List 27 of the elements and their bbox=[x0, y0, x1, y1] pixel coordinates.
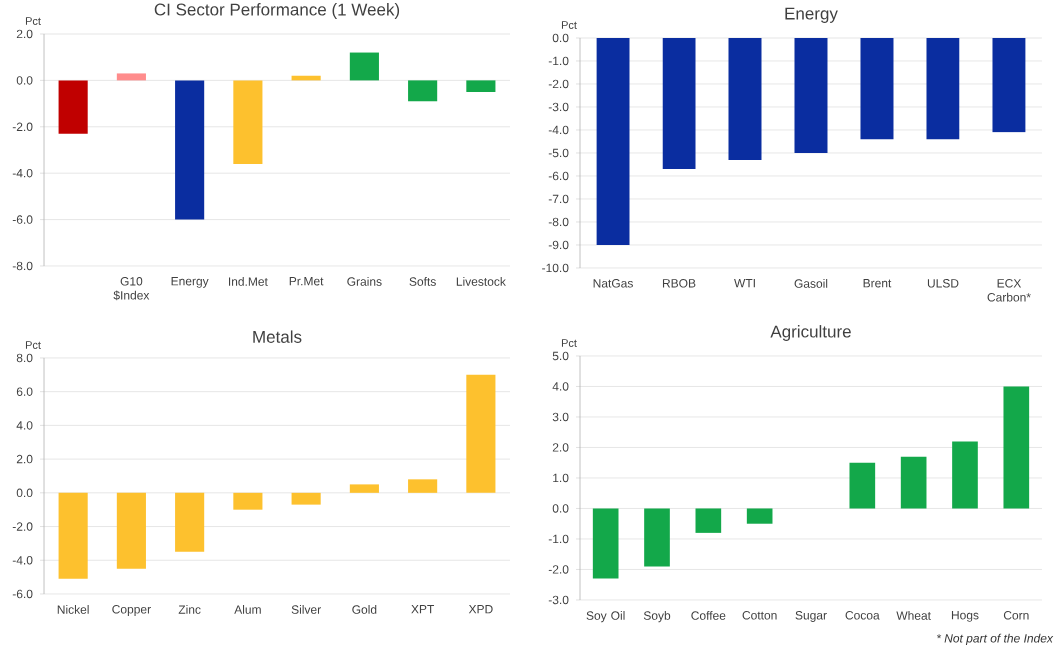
bar bbox=[952, 441, 978, 509]
chart-title: CI Sector Performance (1 Week) bbox=[154, 3, 400, 19]
bar bbox=[233, 80, 263, 164]
bar bbox=[466, 374, 496, 493]
bar bbox=[1003, 386, 1030, 509]
bar bbox=[900, 456, 927, 509]
bar bbox=[58, 492, 88, 579]
bar bbox=[349, 484, 379, 493]
bar bbox=[408, 80, 438, 102]
bar bbox=[175, 80, 205, 220]
bar bbox=[849, 462, 876, 509]
bar bbox=[58, 80, 88, 134]
bar bbox=[116, 73, 146, 81]
bar bbox=[116, 492, 146, 569]
chart-title: Metals bbox=[253, 330, 302, 343]
bar bbox=[408, 479, 438, 493]
chart-title: Agriculture bbox=[770, 325, 851, 341]
bar bbox=[644, 508, 670, 567]
bar bbox=[175, 492, 205, 552]
bar bbox=[746, 508, 773, 524]
bar bbox=[233, 492, 263, 510]
bar bbox=[695, 508, 722, 533]
bar bbox=[466, 80, 496, 92]
chart-title: Energy bbox=[785, 7, 838, 23]
bar bbox=[291, 492, 321, 505]
bar bbox=[349, 52, 379, 81]
bar bbox=[592, 508, 619, 579]
